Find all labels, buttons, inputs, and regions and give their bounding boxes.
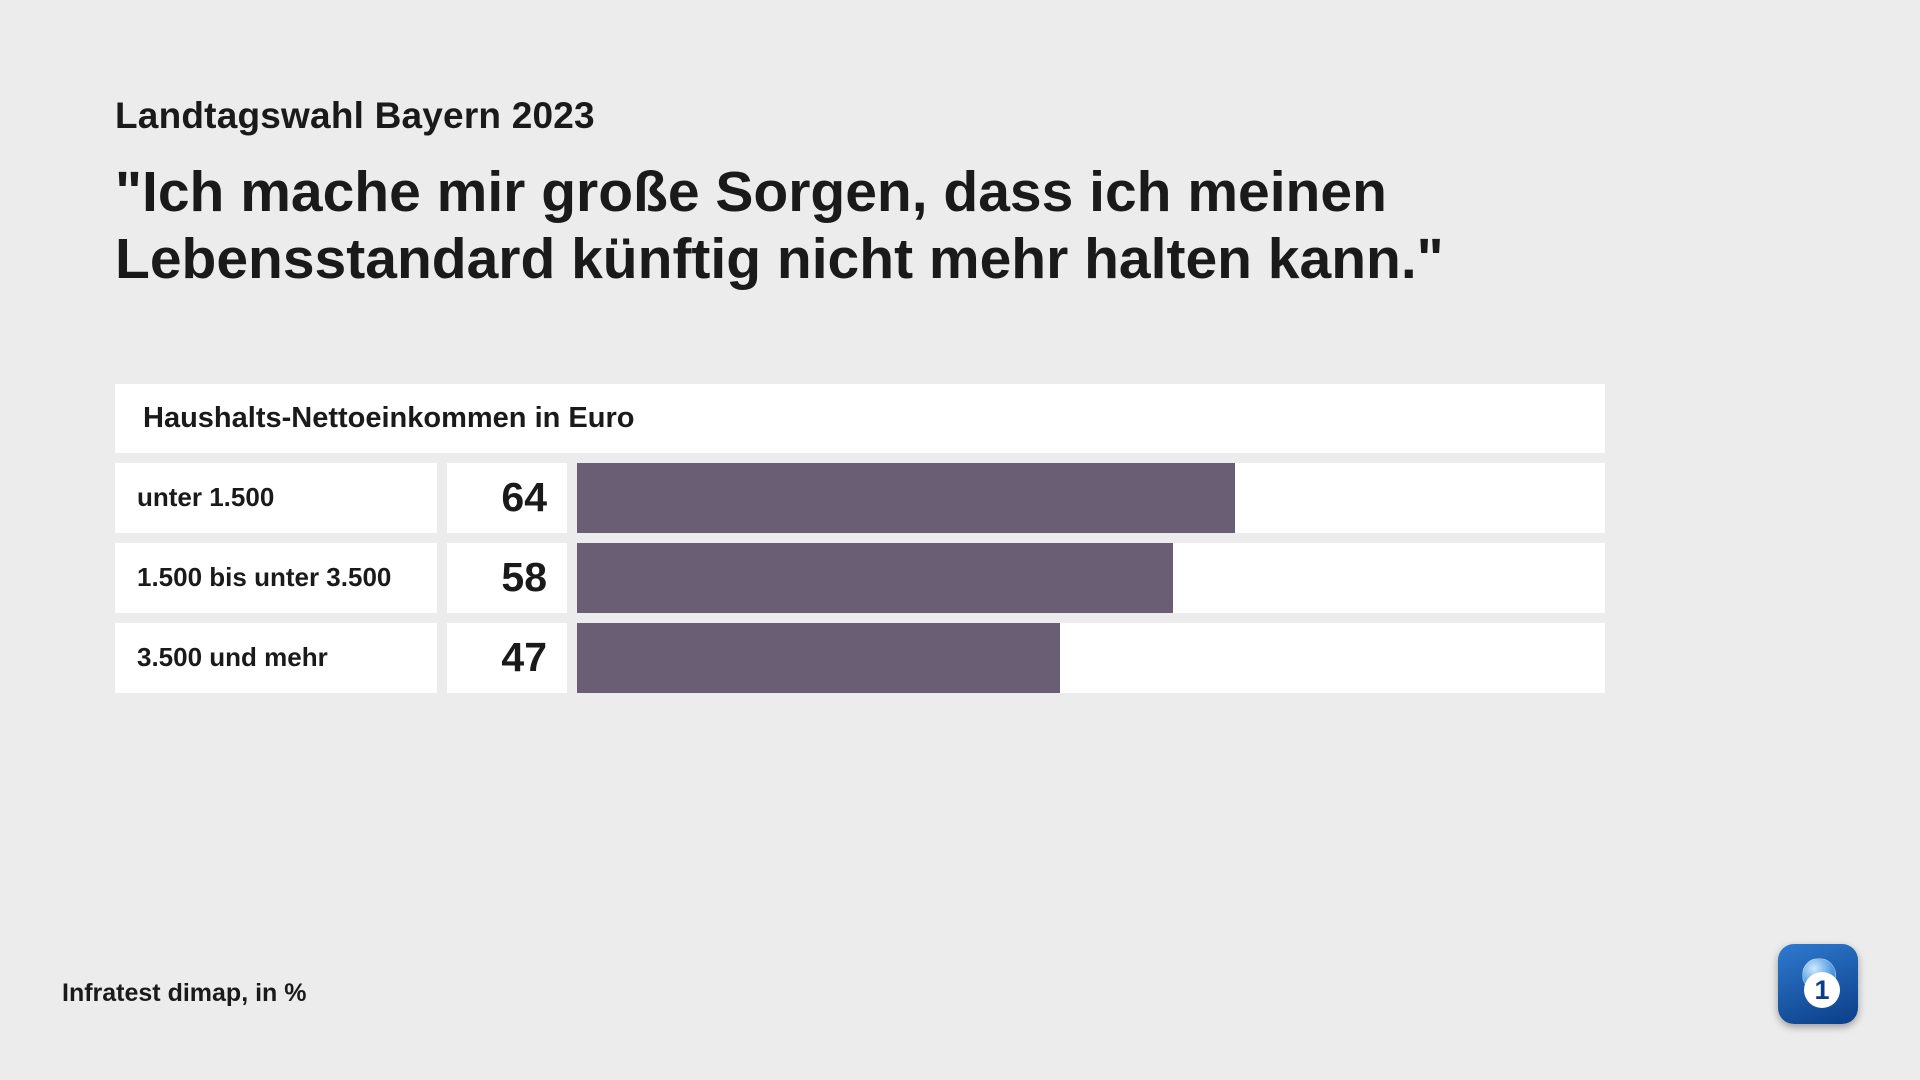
- row-label: unter 1.500: [115, 463, 437, 533]
- row-bar: [577, 623, 1060, 693]
- content-wrap: Landtagswahl Bayern 2023 "Ich mache mir …: [0, 0, 1920, 693]
- title-line-1: "Ich mache mir große Sorgen, dass ich me…: [115, 160, 1387, 224]
- title-line-2: Lebensstandard künftig nicht mehr halten…: [115, 227, 1444, 291]
- overline: Landtagswahl Bayern 2023: [115, 95, 1920, 137]
- row-bar: [577, 543, 1173, 613]
- chart-heading: Haushalts-Nettoeinkommen in Euro: [115, 384, 1605, 453]
- chart-row: 1.500 bis unter 3.500 58: [115, 543, 1605, 613]
- row-value: 58: [447, 543, 567, 613]
- logo-digit: 1: [1804, 972, 1840, 1008]
- row-value: 64: [447, 463, 567, 533]
- chart-row: unter 1.500 64: [115, 463, 1605, 533]
- row-bar: [577, 463, 1235, 533]
- row-value: 47: [447, 623, 567, 693]
- footnote: Infratest dimap, in %: [62, 979, 306, 1008]
- row-label: 1.500 bis unter 3.500: [115, 543, 437, 613]
- row-bar-cell: [577, 623, 1605, 693]
- chart-row: 3.500 und mehr 47: [115, 623, 1605, 693]
- row-bar-cell: [577, 463, 1605, 533]
- logo-inner: 1: [1788, 954, 1848, 1014]
- broadcaster-logo-icon: 1: [1778, 944, 1858, 1024]
- row-bar-cell: [577, 543, 1605, 613]
- row-label: 3.500 und mehr: [115, 623, 437, 693]
- page-title: "Ich mache mir große Sorgen, dass ich me…: [115, 159, 1765, 294]
- chart: Haushalts-Nettoeinkommen in Euro unter 1…: [115, 384, 1605, 693]
